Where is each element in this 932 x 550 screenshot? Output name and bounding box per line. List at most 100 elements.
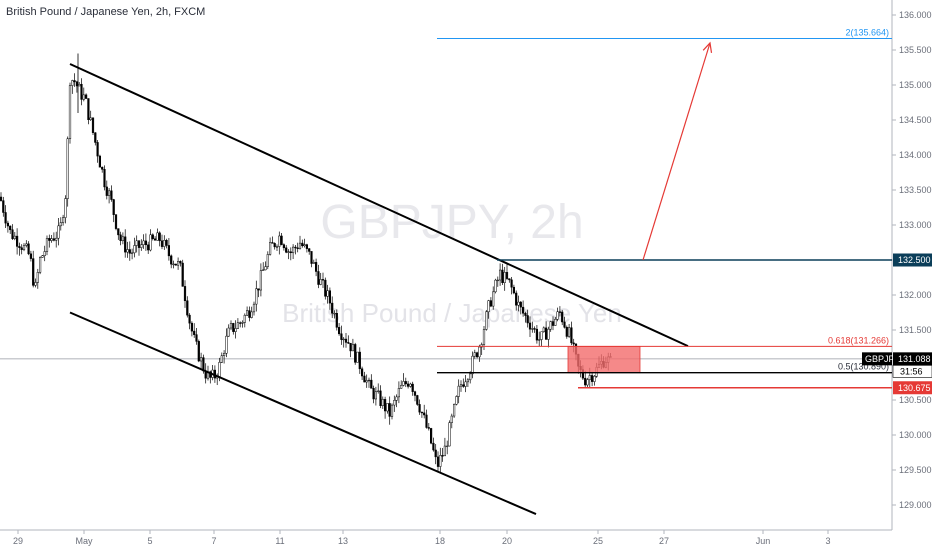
candle-up — [482, 329, 486, 345]
candle-up — [22, 245, 26, 250]
candle-up — [450, 415, 453, 423]
time-tick-label: 5 — [147, 536, 152, 546]
candle-down — [361, 368, 364, 377]
candle-down — [565, 327, 568, 337]
candle-up — [586, 379, 589, 386]
candle-down — [119, 234, 122, 242]
candle-up — [593, 376, 596, 382]
candle-up — [568, 327, 571, 337]
candle-down — [158, 232, 161, 242]
candle-up — [149, 234, 152, 251]
candle-down — [101, 166, 104, 170]
candle-down — [193, 330, 196, 335]
time-tick-label: 13 — [338, 536, 348, 546]
candle-down — [2, 200, 5, 213]
candle-down — [248, 310, 251, 318]
candle-up — [39, 257, 42, 273]
symbol-label: GBPJPY — [865, 354, 901, 364]
time-tick-label: 27 — [659, 536, 669, 546]
candle-down — [154, 238, 157, 241]
candle-up — [588, 375, 591, 380]
candle-up — [287, 251, 290, 253]
candle-up — [402, 381, 405, 386]
candle-up — [250, 311, 253, 318]
candle-up — [487, 300, 490, 313]
candle-up — [342, 338, 345, 341]
candle-down — [147, 244, 150, 251]
candle-down — [273, 243, 276, 248]
candle-up — [485, 311, 488, 330]
candle-down — [308, 248, 311, 252]
candle-down — [349, 342, 352, 352]
candle-up — [62, 217, 65, 223]
candle-down — [427, 427, 430, 429]
candle-up — [499, 269, 502, 281]
price-tick-label: 134.500 — [899, 115, 932, 125]
projection-arrow[interactable] — [642, 42, 711, 261]
current-price-label: 131.088 — [898, 354, 931, 364]
candle-down — [425, 414, 428, 428]
channel-trendline[interactable] — [69, 63, 689, 348]
candle-up — [57, 225, 60, 239]
candle-down — [526, 315, 529, 324]
candle-down — [257, 288, 260, 291]
candle-down — [528, 322, 532, 330]
candle-down — [282, 244, 285, 249]
time-tick-label: May — [75, 536, 93, 546]
candle-up — [390, 404, 394, 417]
candle-down — [52, 238, 55, 241]
candle-down — [420, 411, 423, 414]
candle-up — [374, 391, 377, 400]
candle-down — [358, 351, 361, 370]
candle-up — [531, 328, 534, 330]
candle-up — [386, 403, 389, 412]
candle-up — [13, 235, 16, 239]
candle-down — [584, 377, 587, 386]
candle-up — [466, 379, 469, 383]
time-axis[interactable]: 29 May 5 7 11 13 18 20 25 27 Jun 3 — [13, 530, 831, 546]
candle-up — [540, 331, 543, 340]
candle-up — [517, 301, 520, 306]
time-tick-label: 7 — [211, 536, 216, 546]
time-tick-label: 25 — [593, 536, 603, 546]
price-tick-label: 129.500 — [899, 465, 932, 475]
candle-down — [32, 258, 35, 286]
candle-down — [561, 311, 564, 323]
candle-down — [372, 388, 375, 400]
candle-up — [252, 303, 256, 313]
candle-down — [324, 279, 327, 297]
candle-down — [195, 334, 198, 342]
candle-up — [326, 290, 329, 297]
candle-up — [50, 238, 53, 241]
current-price-bg — [893, 352, 932, 366]
candle-down — [183, 286, 187, 301]
candle-down — [20, 247, 23, 250]
candle-down — [321, 279, 325, 281]
time-tick-label: 18 — [435, 536, 445, 546]
time-tick-label: 20 — [502, 536, 512, 546]
candle-up — [108, 190, 111, 196]
candle-down — [179, 261, 182, 264]
candle-down — [512, 286, 515, 294]
candle-up — [36, 272, 39, 283]
candle-down — [505, 272, 509, 279]
candle-down — [85, 94, 88, 99]
candle-up — [262, 269, 265, 271]
chart-title: British Pound / Japanese Yen, 2h, FXCM — [6, 6, 205, 18]
candle-down — [310, 251, 313, 264]
price-tick-label: 134.000 — [899, 150, 932, 160]
candle-up — [409, 383, 412, 387]
demand-zone-box[interactable] — [567, 345, 641, 374]
candle-up — [393, 400, 396, 406]
candle-down — [347, 342, 350, 344]
candle-down — [476, 352, 479, 358]
candle-up — [140, 244, 143, 248]
symbol-label-bg — [862, 352, 892, 366]
channel-trendline[interactable] — [69, 311, 537, 516]
candle-down — [98, 155, 102, 168]
candle-up — [234, 328, 237, 332]
candle-up — [229, 323, 233, 329]
candle-up — [377, 390, 380, 392]
